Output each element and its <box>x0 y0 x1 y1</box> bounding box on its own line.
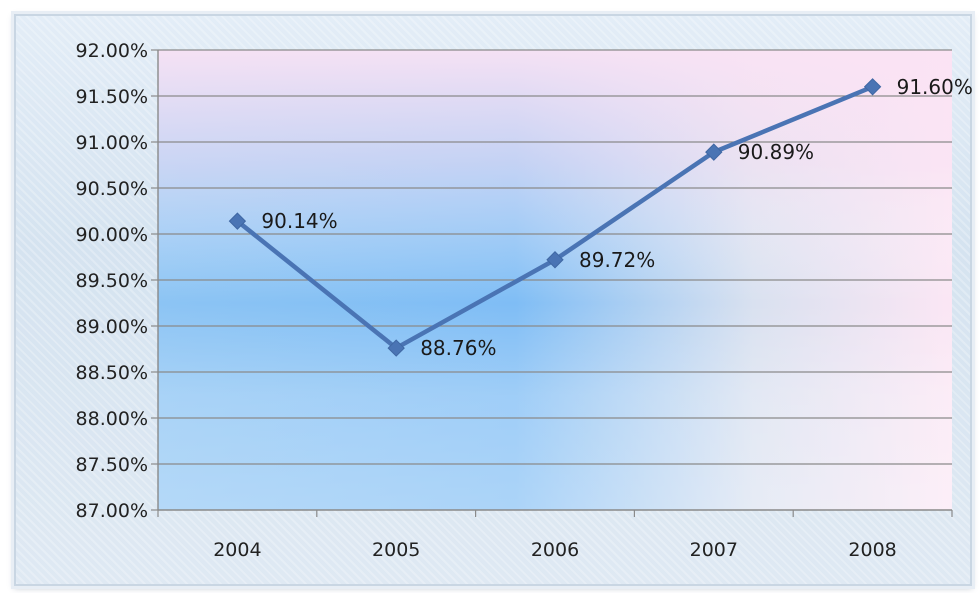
y-tick-label: 88.50% <box>76 362 148 384</box>
data-labels: 90.14% 88.76% 89.72% 90.89% 91.60% <box>261 75 972 360</box>
gridlines <box>158 49 952 465</box>
axes <box>151 49 953 517</box>
y-tick-label: 87.00% <box>76 500 148 522</box>
x-tick-label: 2004 <box>213 539 261 561</box>
data-label: 88.76% <box>420 336 496 360</box>
x-tick-label: 2007 <box>690 539 738 561</box>
data-point-marker <box>546 251 564 269</box>
y-tick-label: 90.50% <box>76 178 148 200</box>
y-tick-label: 89.50% <box>76 270 148 292</box>
y-tick-label: 92.00% <box>76 40 148 62</box>
x-tick-label: 2008 <box>848 539 896 561</box>
data-point-marker <box>387 339 405 357</box>
x-axis-tick-labels: 2004 2005 2006 2007 2008 <box>213 539 897 561</box>
series-line-group <box>228 78 882 357</box>
y-tick-label: 89.00% <box>76 316 148 338</box>
chart-frame: 87.00% 87.50% 88.00% 88.50% 89.00% 89.50% 90.0… <box>14 14 973 586</box>
data-label: 91.60% <box>897 75 973 99</box>
data-point-marker <box>863 78 882 96</box>
y-tick-label: 91.00% <box>76 132 148 154</box>
data-label: 90.14% <box>261 209 337 233</box>
x-tick-label: 2006 <box>531 539 579 561</box>
y-tick-label: 91.50% <box>76 86 148 108</box>
data-point-marker <box>228 212 247 230</box>
line-chart: 87.00% 87.50% 88.00% 88.50% 89.00% 89.50% 90.0… <box>76 40 973 561</box>
x-tick-label: 2005 <box>372 539 420 561</box>
data-label: 90.89% <box>738 140 814 164</box>
y-axis-tick-labels: 87.00% 87.50% 88.00% 88.50% 89.00% 89.50% 90.0… <box>76 40 148 522</box>
y-tick-label: 87.50% <box>76 454 148 476</box>
data-point-marker <box>705 143 723 161</box>
y-tick-label: 88.00% <box>76 408 148 430</box>
y-tick-label: 90.00% <box>76 224 148 246</box>
data-label: 89.72% <box>579 248 655 272</box>
